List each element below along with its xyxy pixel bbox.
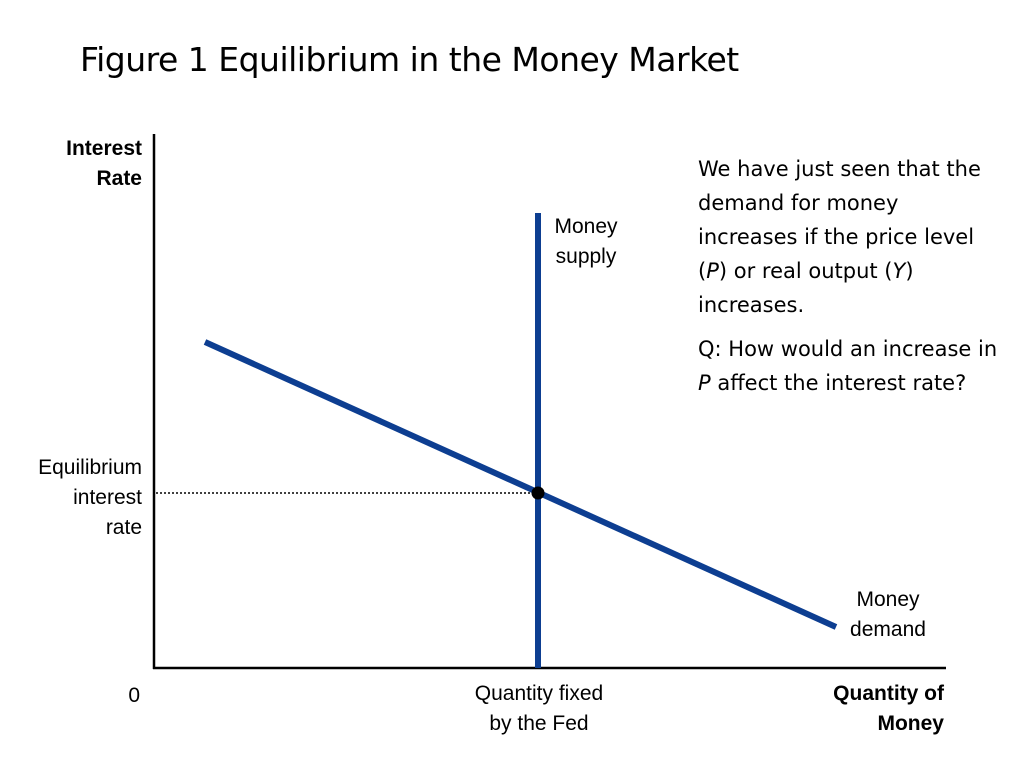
quantity-fixed-label: Quantity fixed by the Fed [474, 682, 604, 735]
page-title: Figure 1 Equilibrium in the Money Market [80, 40, 739, 79]
y-axis-label: Interest Rate [66, 137, 142, 190]
equilibrium-interest-rate-label: Equilibrium interest rate [38, 456, 142, 539]
equilibrium-point [531, 486, 545, 500]
explanation-text: We have just seen that the demand for mo… [698, 152, 998, 410]
note-question: Q: How would an increase in P affect the… [698, 337, 998, 395]
x-axis-label: Quantity of Money [833, 682, 944, 735]
origin-label: 0 [128, 684, 140, 707]
money-demand-label: Money demand [850, 588, 926, 641]
money-supply-label: Money supply [554, 215, 618, 268]
money-demand-curve [203, 339, 838, 630]
note-paragraph-1: We have just seen that the demand for mo… [698, 157, 981, 317]
